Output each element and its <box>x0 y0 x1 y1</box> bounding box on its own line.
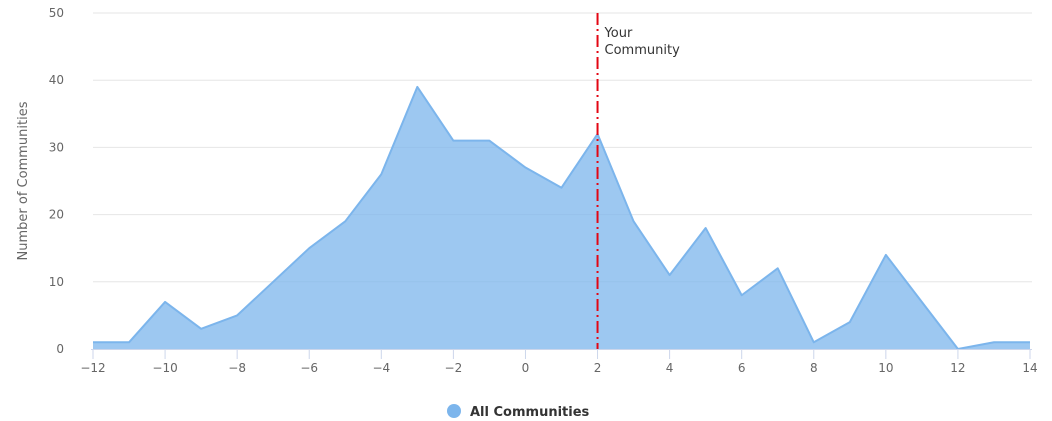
x-tick-label: −4 <box>372 361 390 375</box>
data-point[interactable] <box>378 171 384 177</box>
x-tick-label: 6 <box>738 361 746 375</box>
data-point[interactable] <box>306 245 312 251</box>
x-tick-label: 14 <box>1022 361 1037 375</box>
annotation-layer: Your Community <box>596 13 681 349</box>
data-point[interactable] <box>559 185 565 191</box>
data-point[interactable] <box>162 299 168 305</box>
y-tick-label: 40 <box>49 73 64 87</box>
x-tick-label: −10 <box>152 361 177 375</box>
data-point[interactable] <box>991 339 997 345</box>
area-layer <box>90 84 1033 350</box>
y-tick-label: 20 <box>49 208 64 222</box>
your-community-label: Your Community <box>604 26 681 58</box>
x-tick-label: 2 <box>594 361 602 375</box>
y-tick-label: 0 <box>56 342 64 356</box>
legend-marker[interactable] <box>447 404 461 418</box>
x-tick-label: 4 <box>666 361 674 375</box>
data-point[interactable] <box>847 319 853 325</box>
data-point[interactable] <box>1027 339 1033 345</box>
y-tick-label: 30 <box>49 140 64 154</box>
x-tick-label: −6 <box>300 361 318 375</box>
y-tick-label: 10 <box>49 275 64 289</box>
data-point[interactable] <box>667 272 673 278</box>
data-point[interactable] <box>775 265 781 271</box>
data-point[interactable] <box>631 218 637 224</box>
x-tick-label: 12 <box>950 361 965 375</box>
data-point[interactable] <box>234 312 240 318</box>
axis-layer: 0 10 20 30 40 50 −12 −10 −8 −6 −4 −2 0 2 4 6 8 10 12 14 Numb… <box>16 6 1038 375</box>
your-community-label-line: Your <box>604 26 633 41</box>
y-axis-title: Number of Communities <box>16 101 31 260</box>
data-point[interactable] <box>883 252 889 258</box>
x-tick-label: −2 <box>445 361 463 375</box>
x-tick-label: −12 <box>80 361 105 375</box>
x-tick-label: 10 <box>878 361 893 375</box>
data-point[interactable] <box>486 138 492 144</box>
x-tick-label: 8 <box>810 361 818 375</box>
legend-item-all-communities[interactable]: All Communities <box>470 405 590 420</box>
data-point[interactable] <box>703 225 709 231</box>
data-point[interactable] <box>198 326 204 332</box>
legend[interactable]: All Communities <box>447 404 590 420</box>
x-tick-label: 0 <box>522 361 530 375</box>
data-point[interactable] <box>450 138 456 144</box>
data-point[interactable] <box>414 84 420 90</box>
y-tick-label: 50 <box>49 6 64 20</box>
data-point[interactable] <box>90 339 96 345</box>
your-community-label-line: Community <box>605 43 681 58</box>
series-area-fill <box>93 86 1030 350</box>
data-point[interactable] <box>739 292 745 298</box>
data-point[interactable] <box>342 218 348 224</box>
data-point[interactable] <box>522 165 528 171</box>
series-line <box>93 85 1030 350</box>
x-tick-label: −8 <box>228 361 246 375</box>
data-point[interactable] <box>811 339 817 345</box>
data-point[interactable] <box>126 339 132 345</box>
data-point[interactable] <box>270 279 276 285</box>
data-point[interactable] <box>919 299 925 305</box>
